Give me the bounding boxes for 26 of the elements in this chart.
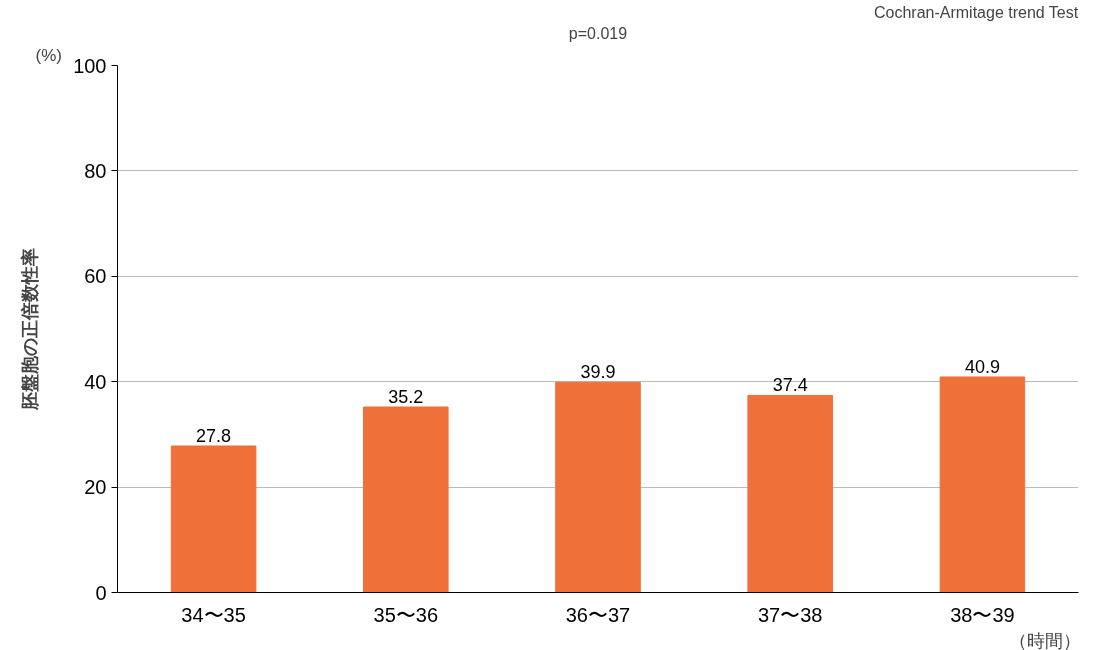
text: Cochran-Armitage trend Test: [873, 3, 1079, 21]
x-tick-label: 37〜38: [757, 603, 823, 626]
bar: [170, 445, 257, 593]
bar: [747, 394, 833, 593]
data-label: 37.4: [772, 375, 808, 396]
bar: [555, 381, 641, 593]
data-label: 40.9: [964, 356, 1000, 377]
bar: [363, 406, 449, 593]
data-label: 27.8: [196, 425, 232, 446]
y-axis-title: 胚盤胞の正倍数性率: [20, 248, 41, 411]
data-label: 35.2: [388, 387, 424, 407]
y-tick-label: 60: [84, 265, 107, 288]
x-tick-label: 36〜37: [565, 603, 631, 626]
x-axis-title: （時間）: [1008, 630, 1081, 650]
x-tick-label: 35〜36: [373, 603, 439, 626]
bar: [939, 376, 1026, 593]
y-tick-label: 100: [73, 54, 107, 77]
y-tick-label: 20: [84, 476, 107, 499]
text: (%): [35, 45, 62, 65]
data-label: 39.9: [580, 362, 616, 383]
x-tick-label: 38〜39: [950, 603, 1015, 626]
y-tick-label: 80: [84, 159, 107, 182]
y-tick-label: 0: [95, 581, 107, 604]
x-tick-label: 34〜35: [181, 603, 246, 626]
text: p=0.019: [568, 24, 628, 42]
y-tick-label: 40: [84, 370, 107, 393]
